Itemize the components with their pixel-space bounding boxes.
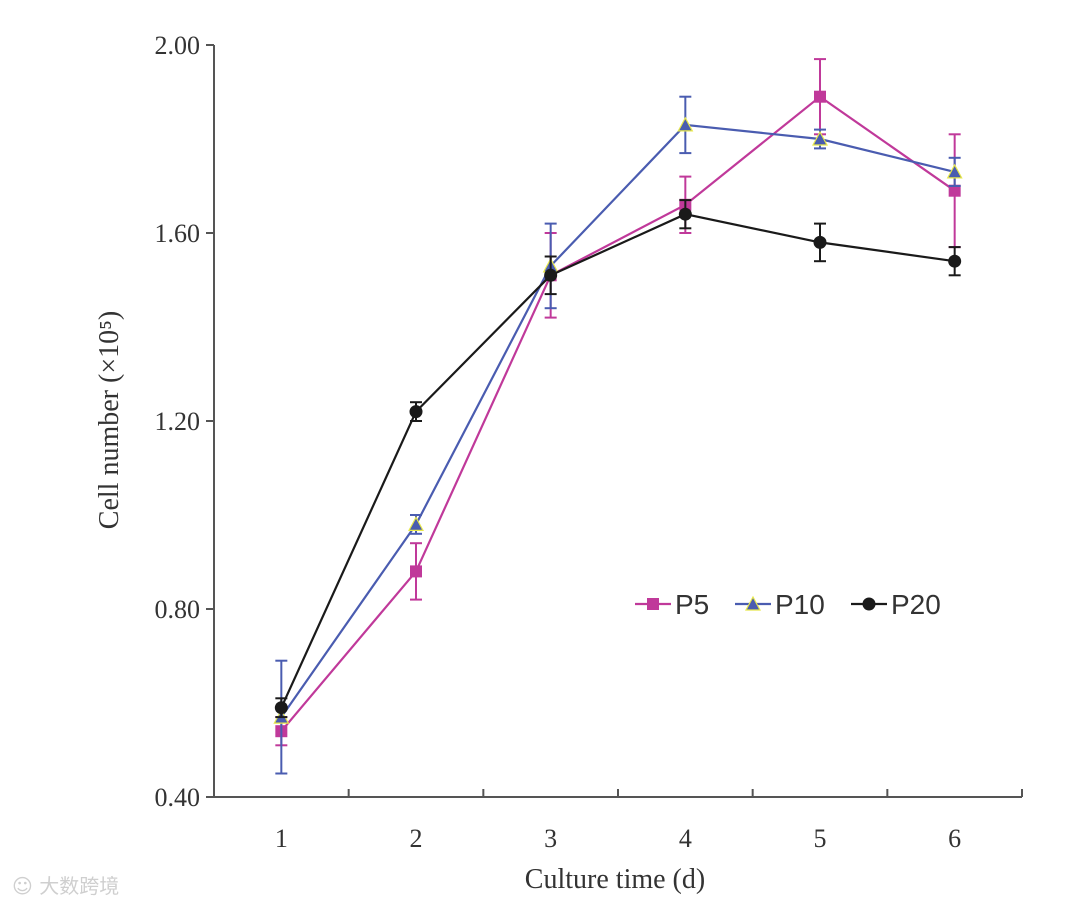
- y-axis-title: Cell number (×10⁵): [94, 311, 125, 529]
- data-point-p20: [544, 269, 557, 282]
- x-tick-label: 4: [679, 824, 692, 853]
- watermark-logo-icon: ☺: [12, 874, 33, 898]
- line-chart: 0.40 0.80 1.20 1.60 2.00 1 2 3 4 5 6 P5 P10 P20 Cult…: [0, 0, 1080, 904]
- y-tick-label: 2.00: [155, 31, 201, 60]
- x-tick-label: 5: [814, 824, 827, 853]
- data-point-p20: [948, 255, 961, 268]
- legend-label-p5: P5: [675, 589, 709, 620]
- series-layer: [274, 59, 961, 773]
- data-point-p20: [679, 208, 692, 221]
- legend-item-p5: P5: [635, 589, 709, 620]
- watermark-text: 大数跨境: [39, 874, 119, 898]
- x-tick-label: 1: [275, 824, 288, 853]
- y-tick-label: 1.20: [155, 407, 201, 436]
- legend-label-p10: P10: [775, 589, 825, 620]
- y-tick-label: 0.80: [155, 595, 201, 624]
- data-point-p10: [409, 517, 423, 530]
- legend: P5 P10 P20: [635, 589, 941, 620]
- x-tick-label: 6: [948, 824, 961, 853]
- series-line-p5: [281, 97, 954, 732]
- data-point-p20: [410, 405, 423, 418]
- legend-item-p20: P20: [851, 589, 941, 620]
- x-tick-label: 2: [410, 824, 423, 853]
- data-point-p5: [410, 565, 422, 577]
- watermark: ☺ 大数跨境: [12, 870, 119, 899]
- series-p20: [275, 200, 961, 717]
- series-p10: [274, 97, 961, 774]
- series-p5: [275, 59, 960, 745]
- legend-item-p10: P10: [735, 589, 825, 620]
- x-axis-title: Culture time (d): [525, 864, 705, 895]
- series-line-p20: [281, 214, 954, 708]
- x-tick-label: 3: [544, 824, 557, 853]
- legend-marker-p20: [863, 598, 876, 611]
- legend-marker-p5: [647, 598, 659, 610]
- data-point-p20: [814, 236, 827, 249]
- series-line-p10: [281, 125, 954, 717]
- data-point-p5: [814, 91, 826, 103]
- data-point-p20: [275, 701, 288, 714]
- y-tick-label: 1.60: [155, 219, 201, 248]
- legend-label-p20: P20: [891, 589, 941, 620]
- y-tick-label: 0.40: [155, 783, 201, 812]
